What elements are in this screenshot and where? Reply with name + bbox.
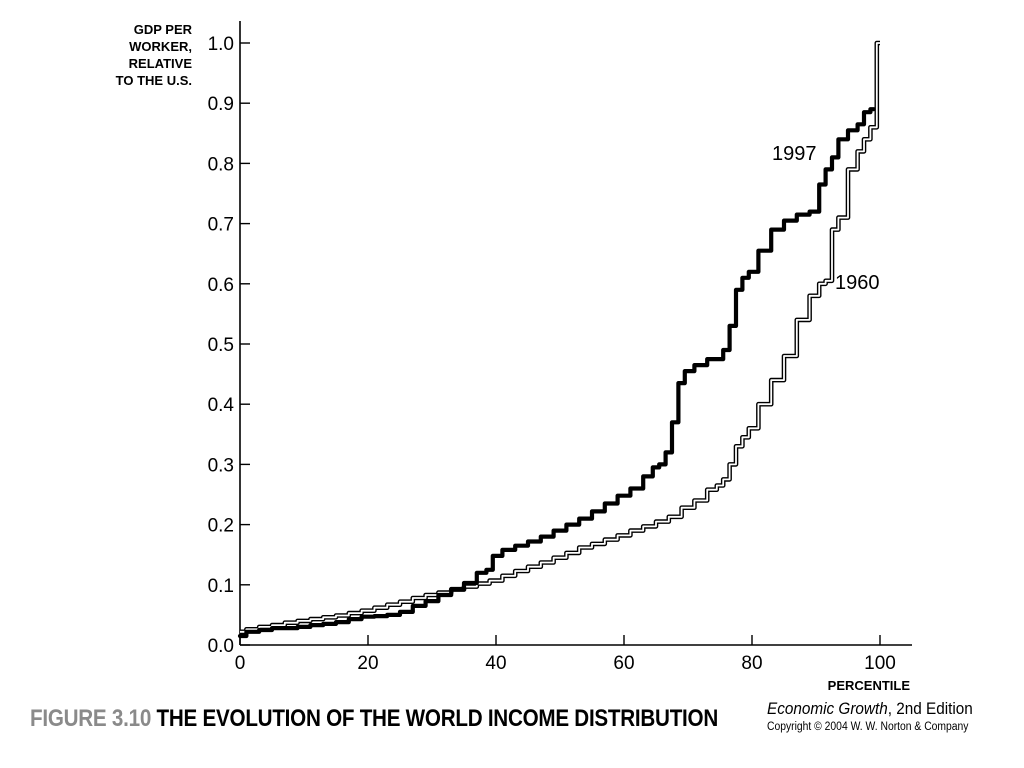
series-lines <box>237 40 880 639</box>
x-tick-label: 100 <box>864 653 896 674</box>
x-tick-label: 60 <box>613 653 634 674</box>
x-tick-label: 40 <box>485 653 506 674</box>
y-tick-label: 1.0 <box>208 34 234 55</box>
y-tick-label: 0.0 <box>208 636 234 657</box>
book-title: Economic Growth <box>767 699 888 718</box>
figure-title: THE EVOLUTION OF THE WORLD INCOME DISTRI… <box>156 705 719 732</box>
series-1960-line-inner <box>240 42 880 633</box>
y-tick-label: 0.9 <box>208 94 234 115</box>
income-distribution-chart: 0.0 0.1 0.2 0.3 0.4 0.5 0.6 0.7 0.8 0.9 1.0 0 20 40 6… <box>116 21 912 693</box>
y-axis-label: GDP PER WORKER, RELATIVE TO THE U.S. <box>116 22 193 88</box>
y-tick-label: 0.6 <box>208 275 234 296</box>
figure-number: FIGURE 3.10 <box>30 705 152 732</box>
series-1997-line <box>237 107 876 639</box>
series-1960-line-outer <box>240 40 880 635</box>
y-tick-label: 0.1 <box>208 576 234 597</box>
y-axis-label-line: TO THE U.S. <box>116 73 192 88</box>
book-edition: , 2nd Edition <box>887 699 973 718</box>
figure-caption: FIGURE 3.10 THE EVOLUTION OF THE WORLD I… <box>30 705 718 733</box>
x-axis-ticks: 0 20 40 60 80 100 <box>235 635 896 674</box>
book-reference: Economic Growth, 2nd Edition <box>767 699 973 719</box>
y-tick-label: 0.8 <box>208 154 234 175</box>
y-axis-label-line: WORKER, <box>129 39 192 54</box>
y-tick-label: 0.7 <box>208 215 234 236</box>
y-axis-label-line: GDP PER <box>134 22 193 37</box>
series-label-1997: 1997 <box>772 143 817 165</box>
y-tick-label: 0.4 <box>208 395 235 416</box>
y-tick-label: 0.2 <box>208 516 234 537</box>
series-label-1960: 1960 <box>835 272 880 294</box>
x-axis-label: PERCENTILE <box>828 678 911 693</box>
y-axis-label-line: RELATIVE <box>129 56 193 71</box>
axes <box>239 21 912 646</box>
y-axis-ticks: 0.0 0.1 0.2 0.3 0.4 0.5 0.6 0.7 0.8 0.9 1.0 <box>208 34 250 657</box>
x-tick-label: 0 <box>235 653 246 674</box>
x-tick-label: 80 <box>741 653 762 674</box>
y-tick-label: 0.5 <box>208 335 234 356</box>
y-tick-label: 0.3 <box>208 455 234 476</box>
copyright-notice: Copyright © 2004 W. W. Norton & Company <box>767 721 969 733</box>
x-tick-label: 20 <box>357 653 378 674</box>
